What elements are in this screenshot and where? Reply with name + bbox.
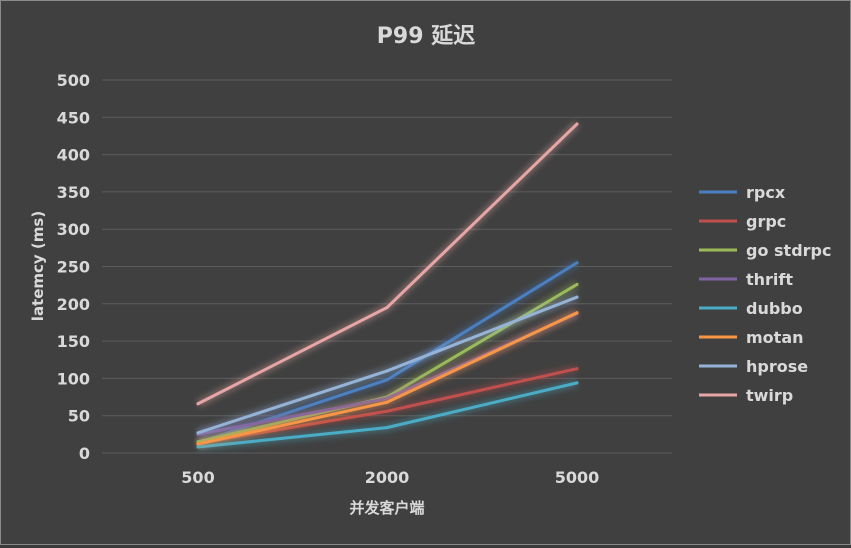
data-point — [196, 402, 200, 406]
legend-label: motan — [746, 328, 804, 347]
data-point — [575, 367, 579, 371]
data-point — [575, 282, 579, 286]
y-tick-label: 100 — [57, 369, 90, 388]
series-glow-twirp — [196, 121, 580, 408]
y-tick-label: 50 — [68, 407, 90, 426]
y-tick-label: 0 — [79, 444, 90, 463]
data-point — [575, 295, 579, 299]
y-axis-label: latemcy (ms) — [29, 211, 47, 321]
legend-label: thrift — [746, 270, 793, 289]
data-point — [385, 409, 389, 413]
legend-label: grpc — [746, 212, 786, 231]
chart-title: P99 延迟 — [377, 24, 475, 49]
data-point — [385, 378, 389, 382]
y-tick-label: 300 — [57, 220, 90, 239]
series-lines — [196, 121, 580, 452]
x-axis-label: 并发客户端 — [349, 499, 424, 517]
y-axis-ticks: 0 50 100 150 200 250 300 350 400 450 500 — [57, 71, 90, 463]
data-point — [385, 306, 389, 310]
data-point — [196, 442, 200, 446]
data-point — [385, 400, 389, 404]
x-tick-label: 2000 — [365, 468, 410, 487]
y-tick-label: 350 — [57, 183, 90, 202]
x-tick-label: 5000 — [555, 468, 600, 487]
y-tick-label: 250 — [57, 258, 90, 277]
y-tick-label: 400 — [57, 146, 90, 165]
data-point — [196, 431, 200, 435]
legend-label: rpcx — [746, 183, 786, 202]
data-point — [575, 381, 579, 385]
data-point — [385, 369, 389, 373]
legend-label: dubbo — [746, 299, 803, 318]
data-point — [385, 426, 389, 430]
legend-label: go stdrpc — [746, 241, 831, 260]
legend: rpcx grpc go stdrpc thrift dubbo motan hprose t… — [699, 183, 831, 405]
y-tick-label: 200 — [57, 295, 90, 314]
data-point — [575, 261, 579, 265]
y-tick-label: 450 — [57, 108, 90, 127]
legend-label: twirp — [746, 386, 793, 405]
data-point — [575, 122, 579, 126]
x-axis-ticks: 500 2000 5000 — [181, 468, 599, 487]
data-point — [575, 311, 579, 315]
y-tick-label: 500 — [57, 71, 90, 90]
legend-label: hprose — [746, 357, 808, 376]
x-tick-label: 500 — [181, 468, 214, 487]
y-tick-label: 150 — [57, 332, 90, 351]
series-line-twirp — [196, 122, 579, 406]
